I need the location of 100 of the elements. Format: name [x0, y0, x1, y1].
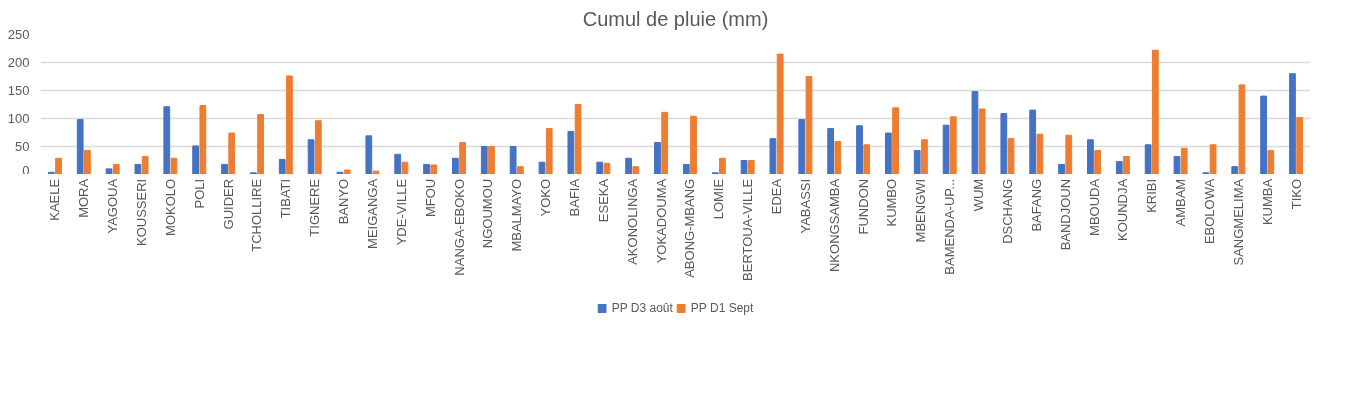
bar: [480, 146, 488, 174]
legend-label: PP D1 Sept: [690, 301, 754, 315]
x-tick-label: ABONG-MBANG: [682, 178, 698, 278]
bar: [84, 149, 91, 174]
bar: [278, 158, 286, 174]
bar: [1065, 134, 1073, 174]
bar: [892, 107, 899, 174]
bar: [1058, 163, 1065, 174]
x-tick-label: MEIGANGA: [364, 178, 380, 249]
x-tick-label: KUMBO: [884, 178, 900, 227]
bar: [625, 157, 632, 174]
bar: [394, 153, 402, 174]
x-tick-label: MOKOLO: [162, 178, 178, 236]
y-tick-label: 150: [7, 83, 30, 98]
bar: [1289, 73, 1296, 174]
x-tick-label: YOKADOUMA: [653, 178, 669, 264]
bar: [863, 144, 871, 174]
bar: [1087, 139, 1094, 174]
x-tick-label: BANDJOUN: [1057, 178, 1073, 251]
bar: [690, 115, 697, 174]
chart-title: Cumul de pluie (mm): [582, 7, 769, 30]
bar: [1094, 149, 1102, 174]
x-tick-label: WUM: [971, 178, 987, 212]
x-tick-label: TCHOLLIRE: [249, 178, 265, 252]
bar: [1144, 144, 1152, 174]
bar: [827, 128, 835, 174]
bar: [105, 168, 113, 174]
bar: [55, 157, 62, 174]
y-tick-label: 50: [15, 139, 30, 154]
bar: [682, 163, 690, 174]
x-tick-label: GUIDER: [220, 178, 236, 230]
bar: [978, 108, 986, 174]
bar: [257, 114, 264, 174]
x-tick-label: EBOLOWA: [1201, 178, 1217, 245]
bar: [884, 132, 892, 174]
bar: [747, 160, 755, 174]
bar: [1260, 95, 1267, 174]
x-tick-label: BAFIA: [566, 178, 582, 217]
bar: [307, 139, 315, 174]
x-tick-label: YOKO: [538, 178, 554, 217]
x-tick-label: MBENGWI: [913, 178, 929, 243]
x-tick-label: KRIBI: [1144, 178, 1160, 213]
bar: [170, 157, 178, 174]
x-tick-label: BAMENDA-UP...: [942, 178, 958, 275]
bar: [661, 111, 669, 174]
x-tick-label: BANYO: [336, 178, 352, 225]
bar: [221, 163, 228, 174]
bar: [199, 105, 207, 174]
bar: [336, 171, 344, 174]
x-tick-label: MFOU: [422, 178, 438, 218]
bar: [776, 53, 784, 174]
bar: [603, 162, 611, 174]
x-tick-label: ESEKA: [595, 178, 611, 223]
x-tick-label: NANGA-EBOKO: [451, 178, 467, 276]
x-tick-label: BAFANG: [1028, 178, 1044, 232]
x-tick-label: NGOUMOU: [480, 178, 496, 249]
bar: [1173, 156, 1181, 174]
bar: [769, 138, 777, 174]
legend-label: PP D3 août: [611, 301, 673, 315]
bar: [423, 163, 430, 174]
bar: [798, 119, 806, 174]
bar: [1007, 138, 1015, 174]
bar: [1000, 112, 1008, 174]
x-tick-label: SANGMELIMA: [1230, 178, 1246, 266]
bar: [343, 169, 351, 174]
x-tick-label: KOUNDJA: [1115, 178, 1131, 241]
bar: [596, 161, 604, 174]
bar: [545, 128, 553, 174]
bar: [488, 146, 495, 174]
bar: [286, 75, 293, 174]
bar: [401, 161, 409, 174]
bar: [538, 161, 546, 174]
bar: [1231, 166, 1239, 174]
x-tick-label: LOMIE: [711, 178, 727, 220]
bar: [134, 163, 142, 174]
x-tick-label: AMBAM: [1173, 178, 1189, 227]
x-tick-label: BERTOUA-VILLE: [740, 178, 756, 281]
x-tick-label: FUNDON: [855, 178, 871, 235]
bar: [1267, 149, 1275, 174]
bar: [856, 125, 863, 174]
x-tick-label: EDEA: [769, 178, 785, 215]
x-tick-label: KOUSSERI: [134, 178, 150, 247]
x-tick-label: YABASSI: [797, 178, 813, 234]
bar: [163, 106, 171, 174]
bar: [574, 104, 582, 174]
x-tick-label: MBOUDA: [1086, 178, 1102, 236]
x-tick-label: TIKO: [1288, 178, 1304, 210]
bar: [452, 157, 459, 174]
bar: [1180, 147, 1188, 174]
bar: [314, 120, 322, 174]
bar: [632, 166, 640, 174]
bar: [1123, 156, 1130, 174]
x-tick-label: KAELE: [47, 178, 63, 221]
bar: [1238, 84, 1246, 174]
x-tick-label: AKONOLINGA: [624, 178, 640, 265]
bar: [971, 91, 979, 174]
bar: [76, 119, 84, 174]
bar: [228, 132, 236, 174]
bar: [516, 166, 524, 174]
bar: [719, 157, 726, 174]
